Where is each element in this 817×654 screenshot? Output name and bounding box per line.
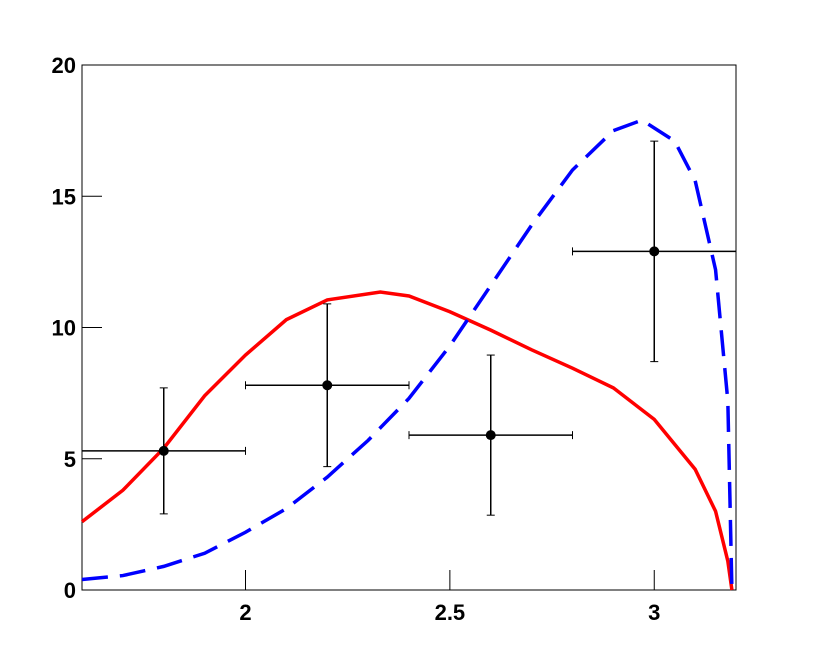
data-point <box>322 380 333 391</box>
curve <box>81 118 734 591</box>
data-point <box>485 430 496 441</box>
x-tick-label: 3 <box>648 600 660 625</box>
plot-frame <box>81 64 737 591</box>
y-tick-label: 0 <box>64 578 76 603</box>
curve <box>80 290 734 591</box>
x-tick-label: 2.5 <box>435 600 466 625</box>
y-tick-label: 5 <box>64 447 76 472</box>
x-tick-label: 2 <box>239 600 251 625</box>
data-point <box>649 246 660 257</box>
data-point <box>158 445 169 456</box>
y-tick-label: 10 <box>52 316 76 341</box>
y-tick-label: 20 <box>52 53 76 78</box>
y-tick-label: 15 <box>52 184 76 209</box>
